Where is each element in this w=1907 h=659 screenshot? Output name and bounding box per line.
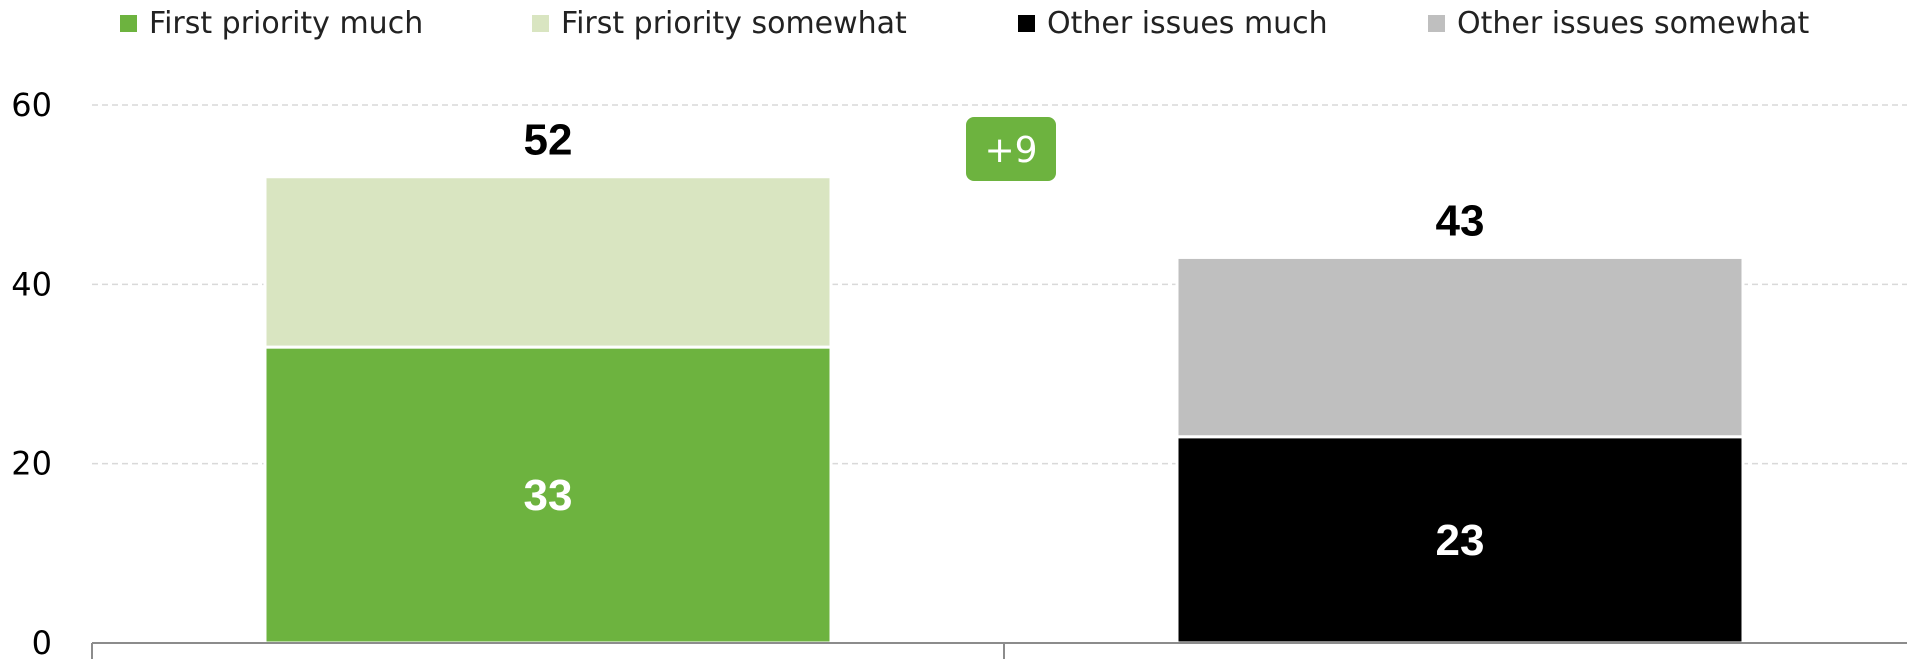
legend-swatch [532,15,549,32]
bar-stack: 33 52 [263,116,833,645]
difference-badge-label: +9 [984,130,1037,171]
legend: First priority much First priority somewh… [120,6,1810,41]
legend-label: First priority somewhat [561,6,907,41]
legend-item: First priority much [120,6,423,41]
bar-segment [1175,255,1745,439]
x-axis [91,642,1907,659]
y-axis: 0 20 40 60 [11,86,52,659]
y-tick-label: 0 [32,624,52,659]
legend-item: Other issues much [1018,6,1328,41]
bar-segment [263,345,833,645]
bar-segment [263,175,833,349]
y-tick-label: 40 [11,265,52,303]
legend-label: First priority much [149,6,423,41]
segment-value-label: 23 [1436,516,1485,565]
bar-total-label: 52 [524,116,573,165]
legend-swatch [1428,15,1445,32]
bars: 33 52 23 43 [263,116,1745,645]
legend-label: Other issues somewhat [1457,6,1810,41]
y-tick-label: 20 [11,445,52,483]
difference-annotation: +9 [966,117,1056,181]
legend-swatch [120,15,137,32]
legend-label: Other issues much [1047,6,1328,41]
legend-item: First priority somewhat [532,6,907,41]
legend-item: Other issues somewhat [1428,6,1810,41]
difference-badge [966,117,1056,181]
y-tick-label: 60 [11,86,52,124]
legend-swatch [1018,15,1035,32]
bar-stack: 23 43 [1175,196,1745,645]
bar-total-label: 43 [1436,196,1485,245]
segment-value-label: 33 [524,471,573,520]
